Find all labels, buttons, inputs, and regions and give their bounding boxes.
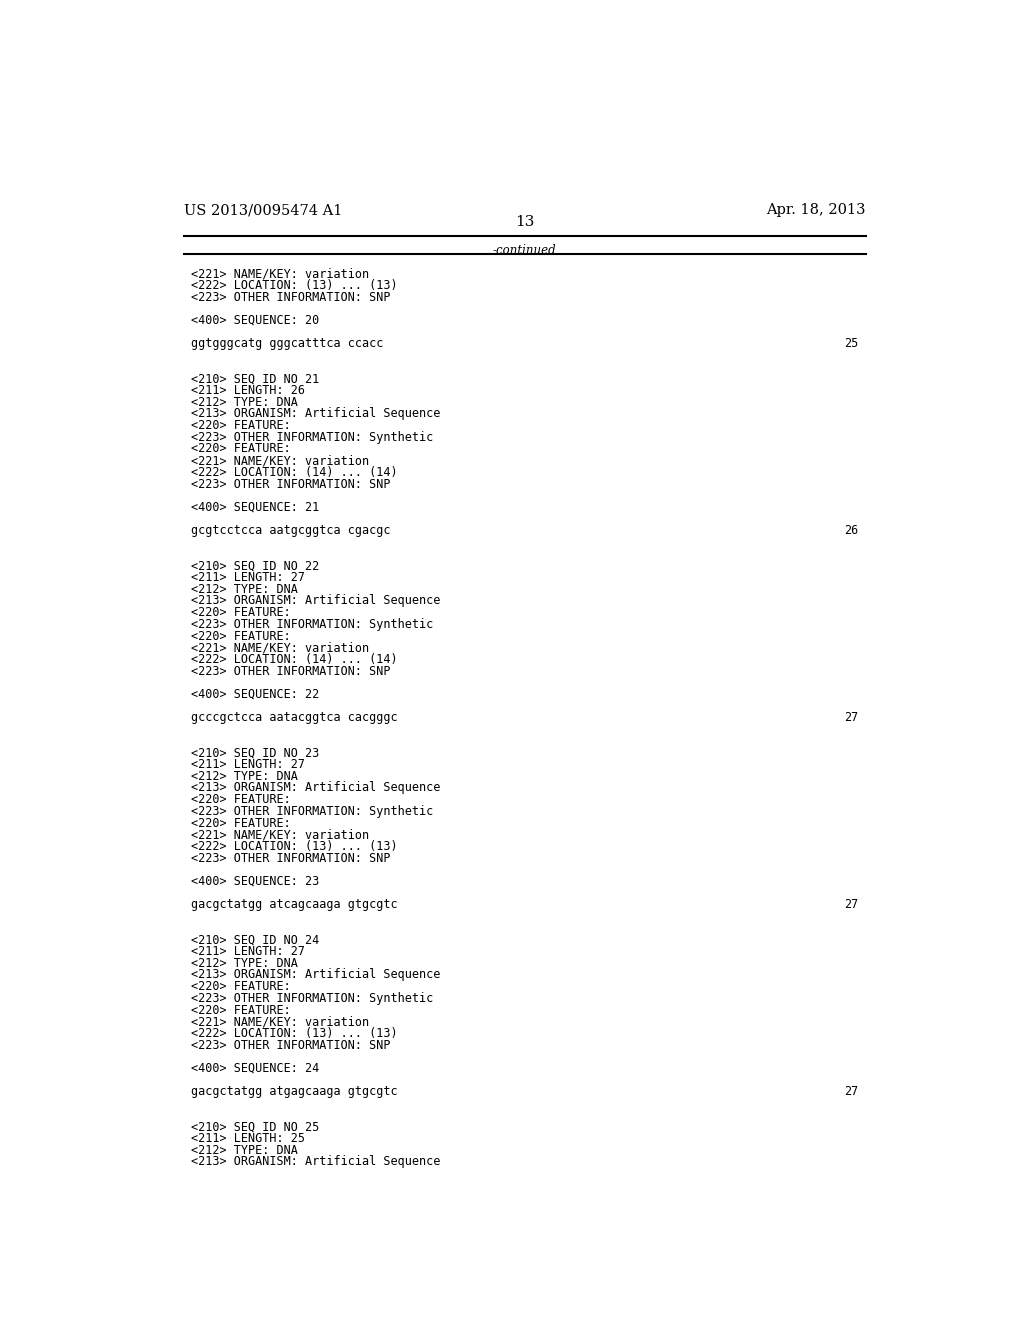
Text: <213> ORGANISM: Artificial Sequence: <213> ORGANISM: Artificial Sequence (191, 594, 441, 607)
Text: 25: 25 (844, 338, 858, 350)
Text: <222> LOCATION: (13) ... (13): <222> LOCATION: (13) ... (13) (191, 279, 398, 292)
Text: <220> FEATURE:: <220> FEATURE: (191, 442, 291, 455)
Text: <212> TYPE: DNA: <212> TYPE: DNA (191, 582, 298, 595)
Text: gacgctatgg atgagcaaga gtgcgtc: gacgctatgg atgagcaaga gtgcgtc (191, 1085, 398, 1098)
Text: <222> LOCATION: (13) ... (13): <222> LOCATION: (13) ... (13) (191, 840, 398, 853)
Text: Apr. 18, 2013: Apr. 18, 2013 (767, 203, 866, 216)
Text: <221> NAME/KEY: variation: <221> NAME/KEY: variation (191, 828, 370, 841)
Text: <221> NAME/KEY: variation: <221> NAME/KEY: variation (191, 1015, 370, 1028)
Text: <213> ORGANISM: Artificial Sequence: <213> ORGANISM: Artificial Sequence (191, 781, 441, 795)
Text: 27: 27 (844, 711, 858, 725)
Text: <220> FEATURE:: <220> FEATURE: (191, 817, 291, 829)
Text: <212> TYPE: DNA: <212> TYPE: DNA (191, 1144, 298, 1156)
Text: <212> TYPE: DNA: <212> TYPE: DNA (191, 396, 298, 409)
Text: <223> OTHER INFORMATION: Synthetic: <223> OTHER INFORMATION: Synthetic (191, 618, 434, 631)
Text: 27: 27 (844, 899, 858, 911)
Text: <210> SEQ ID NO 21: <210> SEQ ID NO 21 (191, 372, 319, 385)
Text: <223> OTHER INFORMATION: SNP: <223> OTHER INFORMATION: SNP (191, 664, 391, 677)
Text: <400> SEQUENCE: 21: <400> SEQUENCE: 21 (191, 500, 319, 513)
Text: gacgctatgg atcagcaaga gtgcgtc: gacgctatgg atcagcaaga gtgcgtc (191, 899, 398, 911)
Text: <220> FEATURE:: <220> FEATURE: (191, 793, 291, 807)
Text: <211> LENGTH: 27: <211> LENGTH: 27 (191, 572, 305, 583)
Text: <211> LENGTH: 27: <211> LENGTH: 27 (191, 945, 305, 958)
Text: <210> SEQ ID NO 22: <210> SEQ ID NO 22 (191, 560, 319, 573)
Text: <221> NAME/KEY: variation: <221> NAME/KEY: variation (191, 642, 370, 655)
Text: <223> OTHER INFORMATION: Synthetic: <223> OTHER INFORMATION: Synthetic (191, 430, 434, 444)
Text: <223> OTHER INFORMATION: SNP: <223> OTHER INFORMATION: SNP (191, 478, 391, 491)
Text: <220> FEATURE:: <220> FEATURE: (191, 1003, 291, 1016)
Text: <220> FEATURE:: <220> FEATURE: (191, 630, 291, 643)
Text: gcccgctcca aatacggtca cacgggc: gcccgctcca aatacggtca cacgggc (191, 711, 398, 725)
Text: 27: 27 (844, 1085, 858, 1098)
Text: <210> SEQ ID NO 24: <210> SEQ ID NO 24 (191, 933, 319, 946)
Text: US 2013/0095474 A1: US 2013/0095474 A1 (183, 203, 342, 216)
Text: <213> ORGANISM: Artificial Sequence: <213> ORGANISM: Artificial Sequence (191, 1155, 441, 1168)
Text: <222> LOCATION: (13) ... (13): <222> LOCATION: (13) ... (13) (191, 1027, 398, 1040)
Text: <223> OTHER INFORMATION: SNP: <223> OTHER INFORMATION: SNP (191, 290, 391, 304)
Text: <220> FEATURE:: <220> FEATURE: (191, 606, 291, 619)
Text: <223> OTHER INFORMATION: Synthetic: <223> OTHER INFORMATION: Synthetic (191, 991, 434, 1005)
Text: <213> ORGANISM: Artificial Sequence: <213> ORGANISM: Artificial Sequence (191, 408, 441, 420)
Text: <222> LOCATION: (14) ... (14): <222> LOCATION: (14) ... (14) (191, 653, 398, 665)
Text: <400> SEQUENCE: 22: <400> SEQUENCE: 22 (191, 688, 319, 701)
Text: <221> NAME/KEY: variation: <221> NAME/KEY: variation (191, 267, 370, 280)
Text: <211> LENGTH: 26: <211> LENGTH: 26 (191, 384, 305, 397)
Text: 13: 13 (515, 215, 535, 230)
Text: <400> SEQUENCE: 20: <400> SEQUENCE: 20 (191, 314, 319, 327)
Text: <213> ORGANISM: Artificial Sequence: <213> ORGANISM: Artificial Sequence (191, 969, 441, 982)
Text: <210> SEQ ID NO 23: <210> SEQ ID NO 23 (191, 746, 319, 759)
Text: -continued: -continued (493, 244, 557, 257)
Text: <223> OTHER INFORMATION: SNP: <223> OTHER INFORMATION: SNP (191, 851, 391, 865)
Text: <220> FEATURE:: <220> FEATURE: (191, 981, 291, 993)
Text: gcgtcctcca aatgcggtca cgacgc: gcgtcctcca aatgcggtca cgacgc (191, 524, 391, 537)
Text: <400> SEQUENCE: 24: <400> SEQUENCE: 24 (191, 1063, 319, 1074)
Text: <212> TYPE: DNA: <212> TYPE: DNA (191, 770, 298, 783)
Text: <211> LENGTH: 27: <211> LENGTH: 27 (191, 758, 305, 771)
Text: ggtgggcatg gggcatttca ccacc: ggtgggcatg gggcatttca ccacc (191, 338, 384, 350)
Text: 26: 26 (844, 524, 858, 537)
Text: <220> FEATURE:: <220> FEATURE: (191, 420, 291, 432)
Text: <210> SEQ ID NO 25: <210> SEQ ID NO 25 (191, 1121, 319, 1134)
Text: <222> LOCATION: (14) ... (14): <222> LOCATION: (14) ... (14) (191, 466, 398, 479)
Text: <212> TYPE: DNA: <212> TYPE: DNA (191, 957, 298, 970)
Text: <211> LENGTH: 25: <211> LENGTH: 25 (191, 1133, 305, 1146)
Text: <223> OTHER INFORMATION: Synthetic: <223> OTHER INFORMATION: Synthetic (191, 805, 434, 818)
Text: <221> NAME/KEY: variation: <221> NAME/KEY: variation (191, 454, 370, 467)
Text: <223> OTHER INFORMATION: SNP: <223> OTHER INFORMATION: SNP (191, 1039, 391, 1052)
Text: <400> SEQUENCE: 23: <400> SEQUENCE: 23 (191, 875, 319, 888)
